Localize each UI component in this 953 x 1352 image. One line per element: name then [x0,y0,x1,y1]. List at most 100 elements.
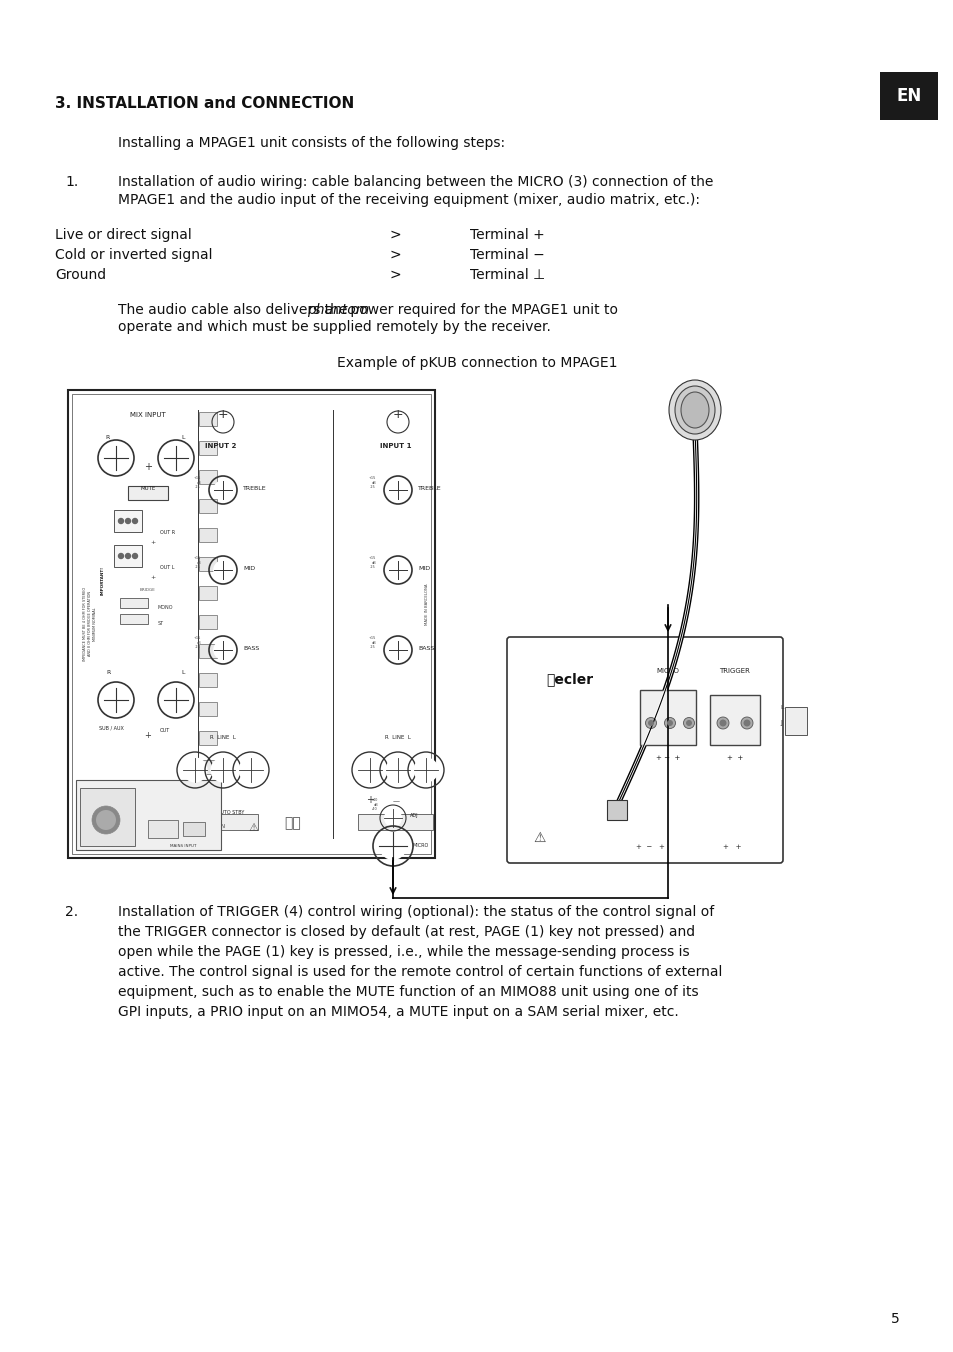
Bar [120,598,148,608]
Text: ⚠: ⚠ [248,823,257,833]
Text: INPUT 1: INPUT 1 [380,443,412,449]
Circle shape [91,806,120,834]
Text: MICRO: MICRO [413,844,429,848]
Circle shape [118,553,123,558]
Text: BASS: BASS [417,646,434,652]
Text: 1.: 1. [65,174,78,189]
Text: Ground: Ground [55,268,106,283]
Text: >: > [390,268,401,283]
Circle shape [388,641,407,660]
Bar [784,707,806,735]
Text: L: L [181,435,185,439]
Text: R  LINE  L: R LINE L [210,735,235,740]
Text: 5: 5 [890,1311,899,1326]
Text: BASS: BASS [243,646,259,652]
Circle shape [388,480,407,500]
Circle shape [685,721,691,726]
Circle shape [213,641,233,660]
Bar [357,814,433,830]
Text: INPUT 2: INPUT 2 [205,443,236,449]
Circle shape [96,810,116,830]
Circle shape [645,718,656,729]
Bar [199,529,216,542]
Ellipse shape [675,387,714,434]
Text: +: + [191,795,199,804]
Text: AUTO STBY: AUTO STBY [217,810,244,815]
Text: OUT R: OUT R [160,530,175,535]
Circle shape [126,553,131,558]
Text: power required for the MPAGE1 unit to: power required for the MPAGE1 unit to [345,303,617,316]
Text: Installing a MPAGE1 unit consists of the following steps:: Installing a MPAGE1 unit consists of the… [118,137,504,150]
Text: FUSE T4A 5x20: FUSE T4A 5x20 [104,844,135,848]
Text: MID: MID [243,566,254,571]
Circle shape [664,718,675,729]
Circle shape [740,717,752,729]
Text: Terminal +: Terminal + [470,228,544,242]
Text: +40
dB
-40: +40 dB -40 [370,798,377,811]
Text: R: R [106,435,110,439]
Text: IMPEDANCE MUST BE 4 OHM FOR STEREO
AND 8 OHM FOR BRIDGE OPERATION
MINIMUM NOMINA: IMPEDANCE MUST BE 4 OHM FOR STEREO AND 8… [83,587,97,661]
Bar [199,673,216,687]
Circle shape [182,757,208,783]
Circle shape [126,519,131,523]
Circle shape [163,687,189,713]
Circle shape [132,519,137,523]
Text: R  LINE  L: R LINE L [385,735,411,740]
Bar [199,790,216,803]
Bar [183,822,205,836]
Text: +15
dB
-15: +15 dB -15 [368,556,375,569]
Bar [199,644,216,658]
Text: IMPORTANT!: IMPORTANT! [101,565,105,595]
Bar [199,702,216,717]
Circle shape [132,553,137,558]
Text: Example of pKUB connection to MPAGE1: Example of pKUB connection to MPAGE1 [336,356,617,370]
Text: SUB / AUX: SUB / AUX [98,726,123,731]
Bar [879,72,937,120]
Circle shape [647,721,654,726]
Text: 3. INSTALLATION and CONNECTION: 3. INSTALLATION and CONNECTION [55,96,354,111]
Circle shape [717,717,728,729]
Text: +: + [393,408,403,420]
Text: Terminal −: Terminal − [470,247,544,262]
Bar [199,615,216,629]
Circle shape [357,757,382,783]
Bar [76,780,221,850]
Text: +: + [217,408,228,420]
Text: ADJ: ADJ [410,813,418,818]
Circle shape [103,687,129,713]
Circle shape [385,757,410,783]
Text: phantom: phantom [306,303,369,316]
Text: +15
dB
-15: +15 dB -15 [193,556,201,569]
Circle shape [682,718,694,729]
Bar [606,800,626,821]
Text: +15
dB
-15: +15 dB -15 [193,476,201,489]
Circle shape [103,445,129,470]
Bar [80,788,135,846]
Circle shape [719,719,726,726]
Text: Cold or inverted signal: Cold or inverted signal [55,247,213,262]
Text: MUTE: MUTE [140,485,155,491]
Text: BRIDGE: BRIDGE [140,588,155,592]
Text: +  −   +: + − + [635,844,663,850]
Ellipse shape [668,380,720,439]
Bar [113,510,142,531]
Bar [709,695,760,745]
Text: TRIGGER: TRIGGER [719,668,750,675]
Circle shape [238,757,263,783]
Text: + −  +: + − + [655,754,679,761]
Text: OUT L: OUT L [160,565,174,571]
Bar [199,441,216,456]
Bar [199,760,216,773]
Circle shape [383,808,401,827]
Bar [199,499,216,512]
Circle shape [118,519,123,523]
Text: The audio cable also delivers the: The audio cable also delivers the [118,303,352,316]
Text: □: □ [192,823,198,829]
Text: +  +: + + [726,754,742,761]
Text: TREBLE: TREBLE [243,485,266,491]
Text: J: J [780,721,781,726]
Circle shape [213,560,233,580]
Bar [120,614,148,625]
Text: MAINS INPUT: MAINS INPUT [170,844,196,848]
Text: □  ON: □ ON [208,823,225,827]
